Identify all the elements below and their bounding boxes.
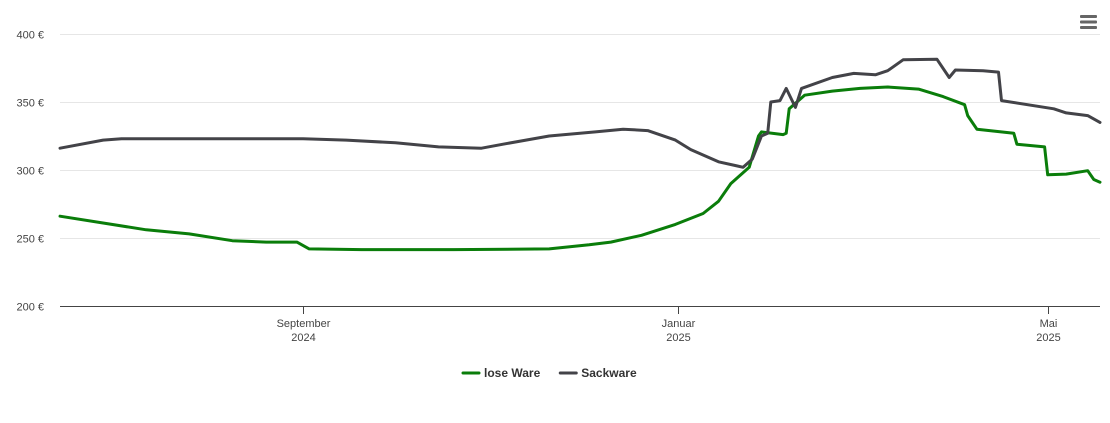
y-tick-label: 200 € bbox=[16, 302, 44, 314]
y-tick-label: 300 € bbox=[16, 166, 44, 178]
y-tick-label: 250 € bbox=[16, 234, 44, 246]
series-lines bbox=[58, 57, 1102, 252]
hamburger-menu-icon[interactable] bbox=[1080, 15, 1098, 29]
legend-item-lose-ware[interactable]: lose Ware bbox=[461, 366, 541, 380]
legend-label: Sackware bbox=[581, 366, 637, 380]
x-tick-label-month: September bbox=[277, 318, 331, 330]
x-tick-label-month: Januar bbox=[662, 318, 696, 330]
legend: lose Ware Sackware bbox=[461, 366, 637, 380]
legend-item-sackware[interactable]: Sackware bbox=[558, 366, 637, 380]
series-line-lose-ware bbox=[58, 85, 1102, 252]
y-tick-label: 400 € bbox=[16, 30, 44, 42]
y-axis: 200 € 250 € 300 € 350 € 400 € bbox=[16, 30, 44, 314]
x-tick-label-month: Mai bbox=[1040, 318, 1058, 330]
x-tick-label-year: 2025 bbox=[666, 332, 690, 344]
x-axis: September 2024 Januar 2025 Mai 2025 bbox=[60, 306, 1100, 344]
series-line-sackware bbox=[58, 57, 1102, 169]
legend-label: lose Ware bbox=[484, 366, 541, 380]
y-tick-label: 350 € bbox=[16, 98, 44, 110]
x-tick-label-year: 2024 bbox=[291, 332, 315, 344]
x-tick-label-year: 2025 bbox=[1036, 332, 1060, 344]
grid-lines bbox=[60, 34, 1100, 239]
